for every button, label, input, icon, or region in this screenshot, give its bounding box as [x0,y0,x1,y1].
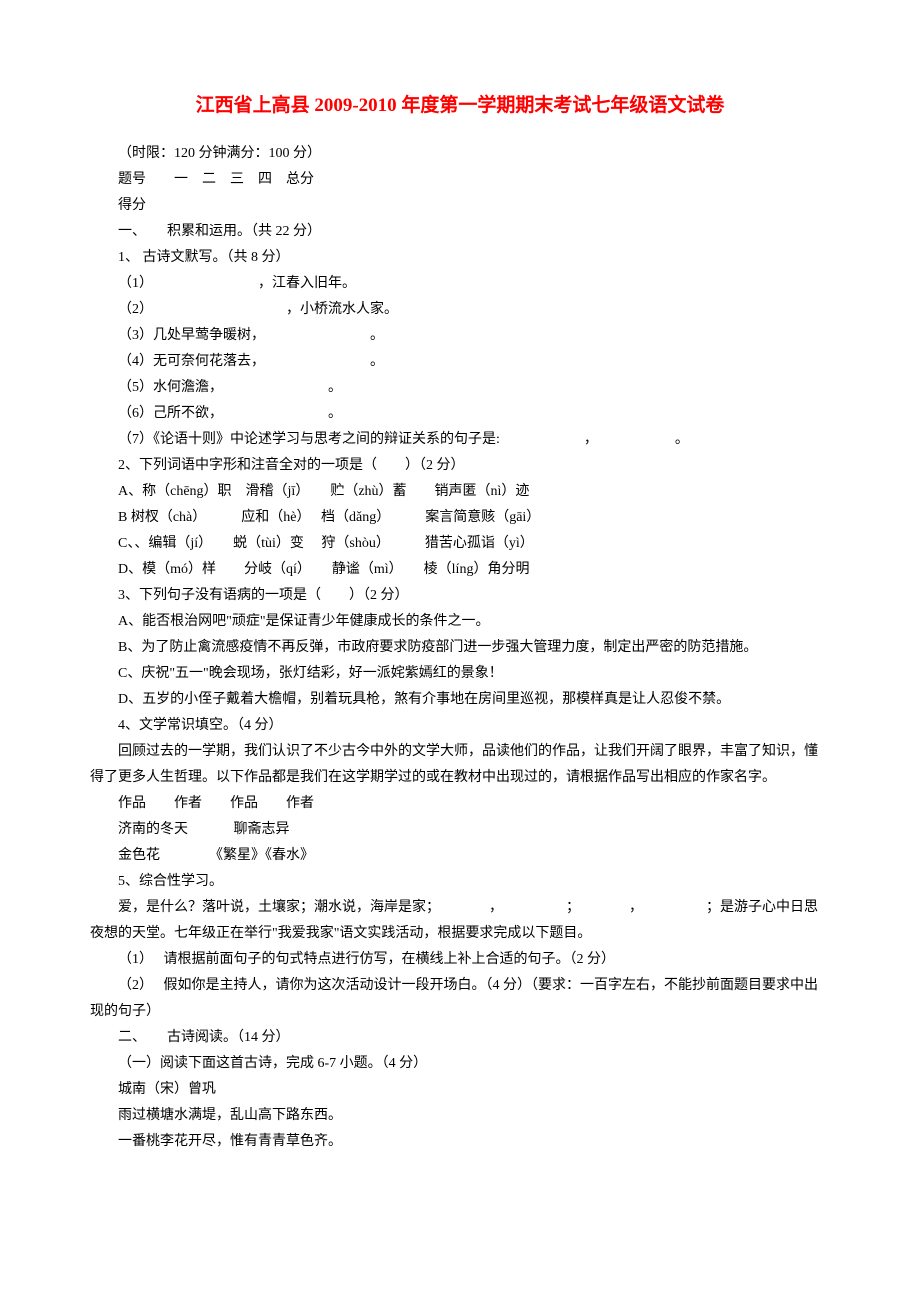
exam-title: 江西省上高县 2009-2010 年度第一学期期末考试七年级语文试卷 [90,90,830,117]
q4-desc: 回顾过去的一学期，我们认识了不少古今中外的文学大师，品读他们的作品，让我们开阔了… [90,739,830,791]
q2-stem: 2、下列词语中字形和注音全对的一项是（ ）（2 分） [90,453,830,479]
q3-stem: 3、下列句子没有语病的一项是（ ）（2 分） [90,583,830,609]
poem-line-1: 雨过横塘水满堤，乱山高下路东西。 [90,1103,830,1129]
q2-opt-a: A、称（chēng）职 滑稽（jī） 贮（zhù）蓄 销声匿（nì）迹 [90,479,830,505]
q1-item-2: （2） ，小桥流水人家。 [90,297,830,323]
q4-row-1: 济南的冬天 聊斋志异 [90,817,830,843]
section-1-heading: 一、 积累和运用。（共 22 分） [90,219,830,245]
q1-item-1: （1） ，江春入旧年。 [90,271,830,297]
poem-title: 城南（宋）曾巩 [90,1077,830,1103]
section-2-sub-heading: （一）阅读下面这首古诗，完成 6-7 小题。（4 分） [90,1051,830,1077]
q3-opt-a: A、能否根治网吧"顽症"是保证青少年健康成长的条件之一。 [90,609,830,635]
q3-opt-b: B、为了防止禽流感疫情不再反弹，市政府要求防疫部门进一步强大管理力度，制定出严密… [90,635,830,661]
q1-item-5: （5）水何澹澹， 。 [90,375,830,401]
score-header-row: 题号 一 二 三 四 总分 [90,167,830,193]
q1-stem: 1、 古诗文默写。（共 8 分） [90,245,830,271]
q2-opt-b: B 树杈（chà） 应和（hè） 档（dǎng） 案言简意赅（gāi） [90,505,830,531]
section-2-heading: 二、 古诗阅读。（14 分） [90,1025,830,1051]
q1-item-7: （7）《论语十则》中论述学习与思考之间的辩证关系的句子是: ， 。 [90,427,830,453]
q2-opt-c: C、、编辑（jí） 蜕（tùi）变 狩（shòu） 猎苦心孤诣（yì） [90,531,830,557]
q5-stem: 5、综合性学习。 [90,869,830,895]
q1-item-3: （3）几处早莺争暖树， 。 [90,323,830,349]
q3-opt-c: C、庆祝"五一"晚会现场，张灯结彩，好一派姹紫嫣红的景象！ [90,661,830,687]
q4-row-2: 金色花 《繁星》《春水》 [90,843,830,869]
q1-item-4: （4）无可奈何花落去， 。 [90,349,830,375]
q5-sub-1: （1） 请根据前面句子的句式特点进行仿写，在横线上补上合适的句子。（2 分） [90,947,830,973]
q3-opt-d: D、五岁的小侄子戴着大檐帽，别着玩具枪，煞有介事地在房间里巡视，那模样真是让人忍… [90,687,830,713]
q4-stem: 4、文学常识填空。（4 分） [90,713,830,739]
score-row: 得分 [90,193,830,219]
q5-desc: 爱，是什么？落叶说，土壤家；潮水说，海岸是家； ， ； ， ；是游子心中日思夜想… [90,895,830,947]
q1-item-6: （6）己所不欲， 。 [90,401,830,427]
q4-table-header: 作品 作者 作品 作者 [90,791,830,817]
poem-line-2: 一番桃李花开尽，惟有青青草色齐。 [90,1129,830,1155]
time-limit: （时限：120 分钟满分：100 分） [90,141,830,167]
q2-opt-d: D、模（mó）样 分岐（qí） 静谧（mì） 棱（líng）角分明 [90,557,830,583]
q5-sub-2: （2） 假如你是主持人，请你为这次活动设计一段开场白。（4 分）（要求：一百字左… [90,973,830,1025]
